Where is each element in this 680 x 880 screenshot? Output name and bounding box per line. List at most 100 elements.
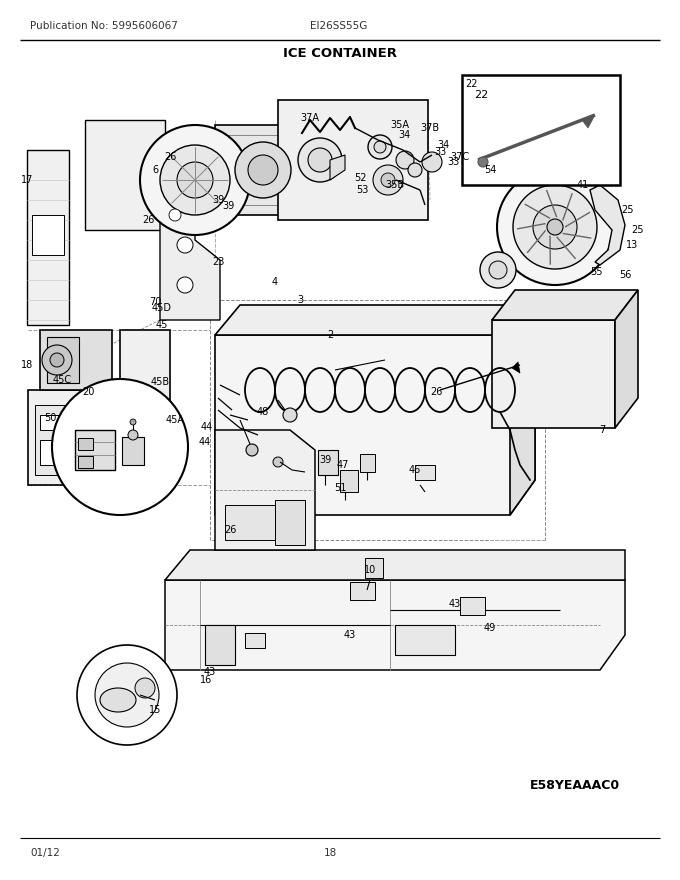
Text: 26: 26 xyxy=(164,152,176,162)
Text: 44: 44 xyxy=(199,437,211,447)
Text: 26: 26 xyxy=(430,387,442,397)
Text: 25: 25 xyxy=(622,205,634,215)
Circle shape xyxy=(374,141,386,153)
Bar xyxy=(205,625,235,665)
Circle shape xyxy=(381,173,395,187)
Text: 45B: 45B xyxy=(150,377,169,387)
Bar xyxy=(215,125,310,215)
Circle shape xyxy=(533,205,577,249)
Polygon shape xyxy=(492,290,638,320)
Circle shape xyxy=(408,163,422,177)
Text: 35B: 35B xyxy=(386,180,405,190)
Bar xyxy=(395,625,455,655)
Polygon shape xyxy=(590,185,625,265)
Text: 23: 23 xyxy=(211,257,224,267)
Text: 45C: 45C xyxy=(52,375,71,385)
Text: 54: 54 xyxy=(483,165,496,175)
Bar xyxy=(40,415,60,430)
Text: 48: 48 xyxy=(257,407,269,417)
Text: 4: 4 xyxy=(272,277,278,287)
Polygon shape xyxy=(160,200,220,320)
Text: 39: 39 xyxy=(212,195,224,205)
Bar xyxy=(415,465,435,480)
Bar xyxy=(225,505,275,540)
Text: 01/12: 01/12 xyxy=(30,848,60,858)
Bar xyxy=(75,430,115,470)
Circle shape xyxy=(373,165,403,195)
Text: 39: 39 xyxy=(222,201,234,211)
Bar xyxy=(340,470,358,492)
Text: EI26SS55G: EI26SS55G xyxy=(310,21,367,31)
Polygon shape xyxy=(165,550,625,580)
Text: 45D: 45D xyxy=(152,303,172,313)
Text: 35A: 35A xyxy=(390,120,409,130)
Bar xyxy=(85,120,165,230)
Text: 45: 45 xyxy=(156,320,168,330)
Text: 41: 41 xyxy=(577,180,589,190)
Bar xyxy=(32,215,64,255)
Text: 13: 13 xyxy=(626,240,638,250)
Circle shape xyxy=(273,457,283,467)
Polygon shape xyxy=(510,335,535,515)
Bar xyxy=(40,440,60,465)
Circle shape xyxy=(308,148,332,172)
Circle shape xyxy=(177,277,193,293)
Polygon shape xyxy=(28,330,170,485)
Text: 51: 51 xyxy=(334,483,346,493)
Text: 33: 33 xyxy=(434,147,446,157)
Text: 26: 26 xyxy=(142,215,154,225)
Text: 7: 7 xyxy=(599,425,605,435)
Circle shape xyxy=(50,353,64,367)
Bar xyxy=(122,437,144,465)
Text: 17: 17 xyxy=(21,175,33,185)
Text: 44: 44 xyxy=(201,422,213,432)
Text: 56: 56 xyxy=(619,270,631,280)
Bar xyxy=(35,405,110,475)
Text: 52: 52 xyxy=(354,173,367,183)
Polygon shape xyxy=(582,115,595,128)
Bar xyxy=(47,337,79,383)
Text: Publication No: 5995606067: Publication No: 5995606067 xyxy=(30,21,178,31)
Text: 34: 34 xyxy=(437,140,449,150)
Circle shape xyxy=(160,145,230,215)
Text: 22: 22 xyxy=(464,79,477,89)
Polygon shape xyxy=(512,362,520,373)
Circle shape xyxy=(169,209,181,221)
Bar xyxy=(245,633,265,648)
Ellipse shape xyxy=(100,688,136,712)
Circle shape xyxy=(283,408,297,422)
Circle shape xyxy=(480,252,516,288)
Circle shape xyxy=(489,261,507,279)
Polygon shape xyxy=(215,335,535,515)
Circle shape xyxy=(52,379,188,515)
Circle shape xyxy=(478,157,488,167)
Circle shape xyxy=(235,142,291,198)
Text: 18: 18 xyxy=(21,360,33,370)
Text: 53: 53 xyxy=(356,185,368,195)
Circle shape xyxy=(177,162,213,198)
Text: 43: 43 xyxy=(344,630,356,640)
Text: 39: 39 xyxy=(319,455,331,465)
Text: 33: 33 xyxy=(447,157,459,167)
Bar xyxy=(278,100,428,220)
Bar xyxy=(225,135,300,205)
Text: E58YEAAAC0: E58YEAAAC0 xyxy=(530,779,620,791)
Text: 16: 16 xyxy=(200,675,212,685)
Text: 22: 22 xyxy=(474,90,488,100)
Circle shape xyxy=(513,185,597,269)
Circle shape xyxy=(95,663,159,727)
Text: 20: 20 xyxy=(82,387,95,397)
Polygon shape xyxy=(615,290,638,428)
Text: 37A: 37A xyxy=(301,113,320,123)
Circle shape xyxy=(77,645,177,745)
Text: 10: 10 xyxy=(364,565,376,575)
Text: 26: 26 xyxy=(224,525,236,535)
Text: 18: 18 xyxy=(324,848,337,858)
Text: 45A: 45A xyxy=(165,415,184,425)
Bar xyxy=(365,558,383,578)
Text: 15: 15 xyxy=(149,705,161,715)
Text: 43: 43 xyxy=(449,599,461,609)
Bar xyxy=(462,75,620,185)
Polygon shape xyxy=(215,305,535,335)
Circle shape xyxy=(248,155,278,185)
